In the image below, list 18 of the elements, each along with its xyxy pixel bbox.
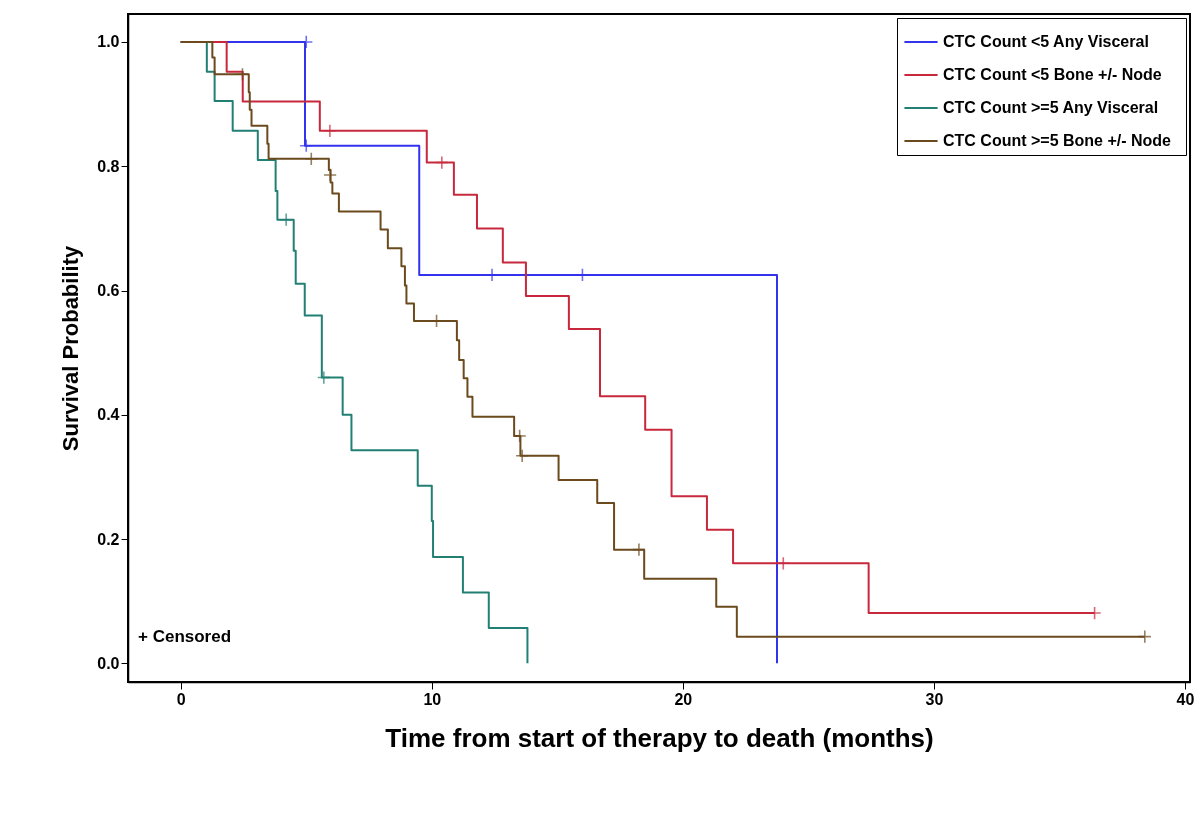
legend-label: CTC Count <5 Bone +/- Node (943, 66, 1162, 83)
legend-label: CTC Count <5 Any Visceral (943, 33, 1149, 50)
legend-label: CTC Count >=5 Any Visceral (943, 99, 1159, 116)
x-axis-title: Time from start of therapy to death (months) (385, 722, 934, 753)
legend-label: CTC Count >=5 Bone +/- Node (943, 132, 1172, 149)
x-tick-label: 10 (423, 690, 442, 708)
x-tick-label: 20 (674, 690, 693, 708)
x-tick-label: 40 (1176, 690, 1195, 708)
y-tick-label: 0.4 (97, 406, 120, 424)
x-tick-label: 30 (925, 690, 944, 708)
x-tick-label: 0 (176, 690, 186, 708)
y-tick-label: 0.2 (97, 530, 120, 548)
y-tick-label: 1.0 (97, 33, 120, 51)
y-axis-title: Survival Probability (58, 245, 84, 452)
y-tick-label: 0.6 (97, 282, 120, 300)
y-tick-label: 0.8 (97, 157, 120, 175)
annotation: + Censored (138, 627, 232, 646)
y-tick-label: 0.0 (97, 654, 120, 672)
